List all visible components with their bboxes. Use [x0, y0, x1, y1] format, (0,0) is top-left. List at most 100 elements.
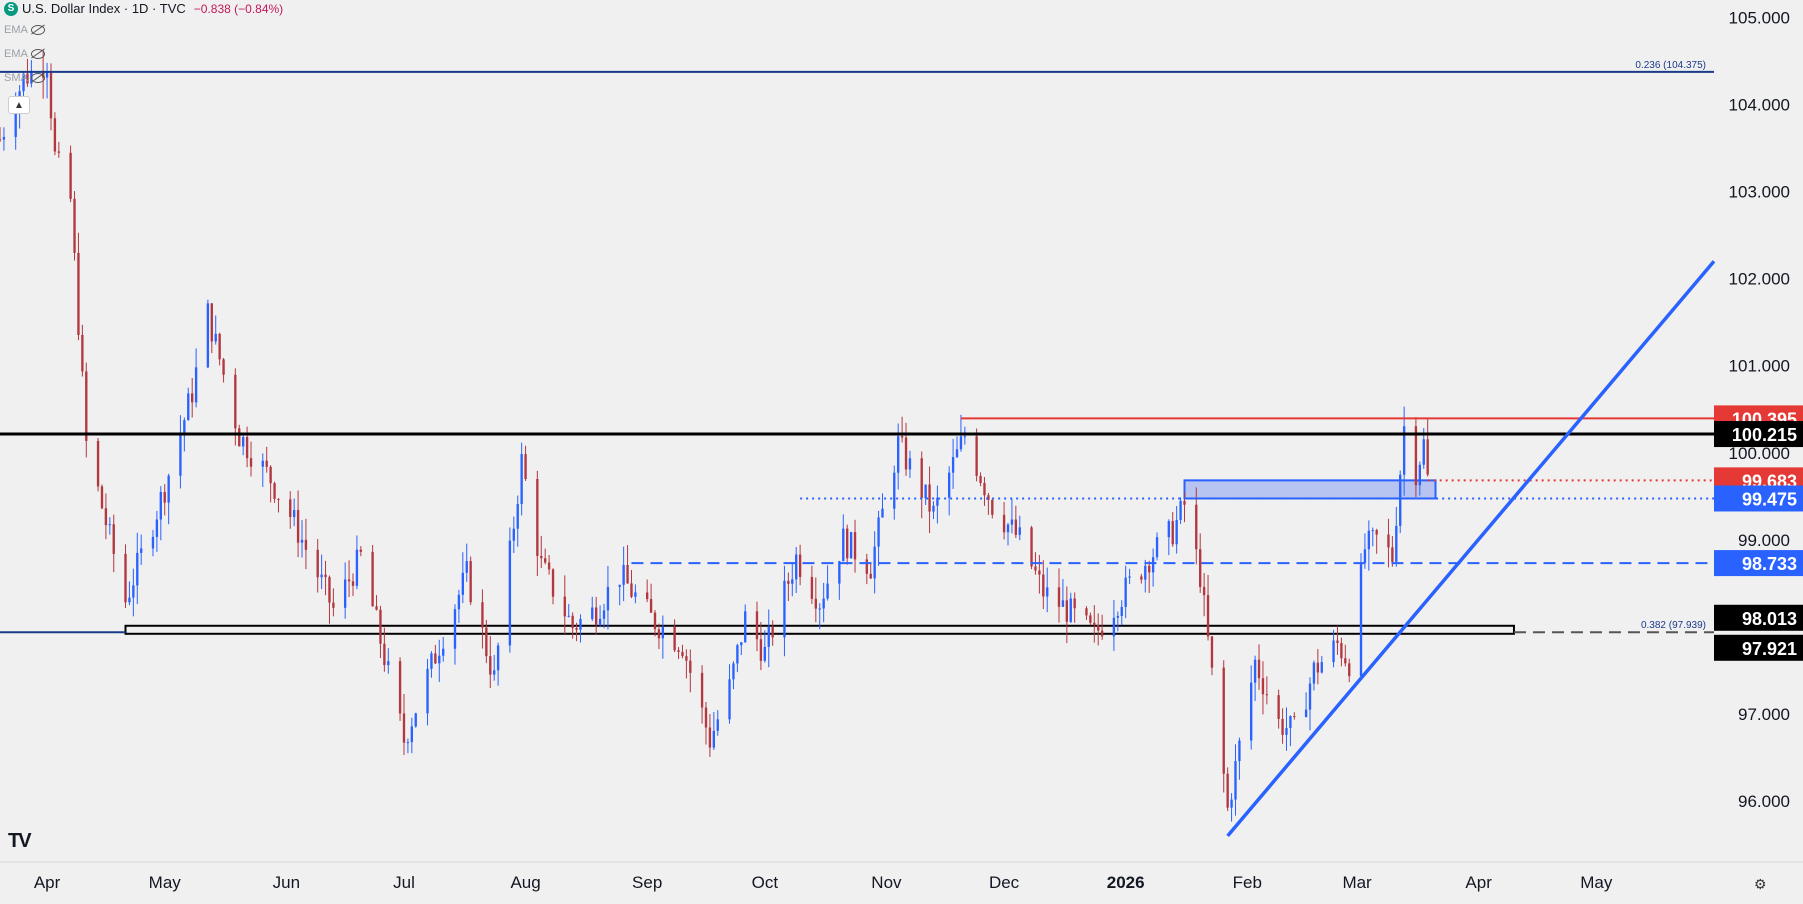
indicator-ema-2[interactable]: EMA	[4, 48, 45, 60]
candle-up	[108, 517, 111, 535]
candle-body	[1065, 600, 1069, 622]
candle-up	[732, 661, 735, 690]
candle-body	[183, 420, 186, 435]
candle-down	[1348, 658, 1351, 683]
candle-down	[630, 570, 633, 599]
candle-body	[442, 648, 445, 656]
candle-up	[206, 299, 210, 369]
candle-body	[359, 549, 363, 552]
gear-icon[interactable]: ⚙	[1754, 876, 1767, 892]
candle-down	[649, 583, 653, 613]
candle-down	[771, 620, 774, 646]
candle-body	[1250, 682, 1253, 741]
tradingview-logo[interactable]: TV	[8, 830, 32, 852]
candle-body	[689, 660, 692, 673]
candle-body	[755, 611, 759, 640]
candle-up	[2, 127, 6, 151]
candle-body	[1289, 716, 1292, 728]
candle-down	[1183, 491, 1186, 523]
candle-down	[563, 575, 566, 635]
candle-body	[1340, 642, 1343, 659]
candle-up	[598, 605, 602, 627]
candle-up	[167, 473, 170, 525]
candle-body	[869, 573, 872, 579]
candle-body	[1151, 557, 1155, 573]
candle-body	[681, 651, 684, 657]
indicator-sma[interactable]: SMA	[4, 72, 45, 84]
candle-up	[155, 510, 159, 552]
candle-down	[536, 470, 539, 577]
candle-up	[1234, 744, 1237, 816]
candle-body	[591, 607, 594, 619]
candle-up	[261, 453, 264, 487]
x-tick-label: Dec	[989, 873, 1020, 892]
price-label-text: 98.013	[1742, 609, 1797, 629]
candle-down	[645, 579, 649, 603]
candle-body	[983, 483, 986, 496]
candle-up	[1010, 498, 1014, 534]
candle-up	[936, 485, 939, 524]
candle-body	[85, 371, 88, 441]
candle-body	[1002, 514, 1006, 533]
candle-body	[579, 618, 582, 630]
candle-body	[320, 574, 323, 578]
candle-down	[814, 577, 817, 623]
price-label: 100.215	[1714, 421, 1803, 448]
candle-body	[1285, 727, 1288, 735]
candle-down	[1065, 586, 1069, 644]
candle-body	[1387, 534, 1390, 548]
chart-title[interactable]: U.S. Dollar Index · 1D · TVC	[22, 1, 186, 16]
candle-body	[571, 615, 574, 629]
candle-up	[194, 348, 198, 408]
candle-body	[979, 475, 982, 484]
candle-body	[744, 611, 747, 643]
candle-down	[1038, 554, 1041, 594]
symbol-logo-icon[interactable]: S	[4, 1, 18, 16]
candle-down	[96, 437, 100, 492]
candle-down	[1206, 574, 1210, 641]
candle-down	[222, 357, 225, 383]
candle-body	[1167, 521, 1170, 538]
candle-body	[1363, 549, 1367, 563]
candle-body	[324, 574, 327, 578]
candle-body	[881, 508, 884, 518]
candle-body	[261, 460, 264, 467]
candle-body	[1304, 709, 1308, 717]
candle-body	[214, 333, 217, 342]
candle-body	[618, 584, 621, 587]
candle-body	[430, 653, 433, 669]
candle-down	[987, 492, 990, 515]
candle-body	[704, 707, 708, 728]
price-label: 99.475	[1714, 485, 1803, 512]
chevron-up-icon[interactable]: ▲	[8, 96, 30, 114]
price-axis	[1714, 0, 1803, 899]
candle-body	[489, 656, 492, 675]
eye-off-icon[interactable]	[30, 25, 45, 35]
candle-body	[540, 555, 543, 559]
candle-up	[136, 532, 139, 605]
candle-body	[238, 428, 241, 447]
candle-body	[814, 598, 817, 609]
candle-down	[398, 657, 402, 721]
eye-off-icon[interactable]	[30, 49, 45, 59]
candle-body	[551, 569, 555, 597]
candle-down	[547, 554, 551, 575]
candle-down	[73, 191, 76, 261]
candle-up	[634, 584, 637, 604]
candle-body	[355, 549, 359, 586]
candle-body	[575, 628, 578, 630]
indicator-ema-1[interactable]: EMA	[4, 24, 45, 36]
candle-body	[481, 602, 484, 628]
candle-body	[849, 532, 853, 559]
candle-body	[1348, 663, 1351, 677]
candle-up	[908, 450, 912, 478]
candle-down	[359, 546, 363, 557]
candle-up	[430, 651, 433, 678]
y-tick-label: 101.000	[1729, 357, 1790, 376]
candle-up	[493, 654, 496, 681]
candle-down	[296, 490, 300, 558]
eye-off-icon[interactable]	[30, 73, 45, 83]
candle-down	[434, 644, 437, 665]
